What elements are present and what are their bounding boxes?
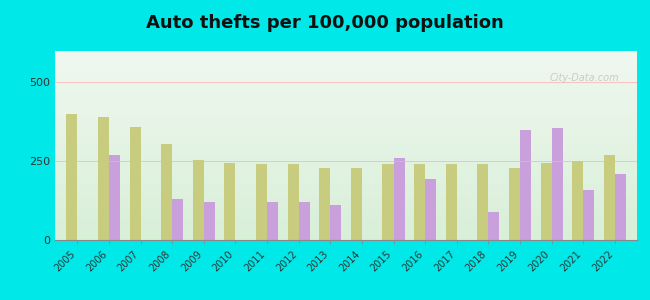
Bar <box>172 199 183 240</box>
Bar <box>393 158 404 240</box>
Bar <box>256 164 267 240</box>
Text: Auto thefts per 100,000 population: Auto thefts per 100,000 population <box>146 14 504 32</box>
Bar <box>204 202 215 240</box>
Bar <box>267 202 278 240</box>
Bar <box>604 155 615 240</box>
Text: City-Data.com: City-Data.com <box>549 73 619 83</box>
Bar <box>572 161 583 240</box>
Bar <box>541 163 552 240</box>
Bar <box>319 167 330 240</box>
Bar <box>488 212 499 240</box>
Bar <box>520 130 531 240</box>
Bar <box>193 160 204 240</box>
Bar <box>615 174 626 240</box>
Bar <box>98 117 109 240</box>
Bar <box>129 127 140 240</box>
Bar <box>330 205 341 240</box>
Bar <box>446 164 457 240</box>
Bar <box>414 164 425 240</box>
Bar <box>224 163 235 240</box>
Bar <box>299 202 310 240</box>
Bar <box>109 155 120 240</box>
Bar <box>351 167 362 240</box>
Bar <box>583 190 594 240</box>
Bar <box>288 164 299 240</box>
Bar <box>161 144 172 240</box>
Bar <box>552 128 563 240</box>
Bar <box>382 164 393 240</box>
Bar <box>425 178 436 240</box>
Bar <box>477 164 488 240</box>
Bar <box>66 114 77 240</box>
Bar <box>509 167 520 240</box>
